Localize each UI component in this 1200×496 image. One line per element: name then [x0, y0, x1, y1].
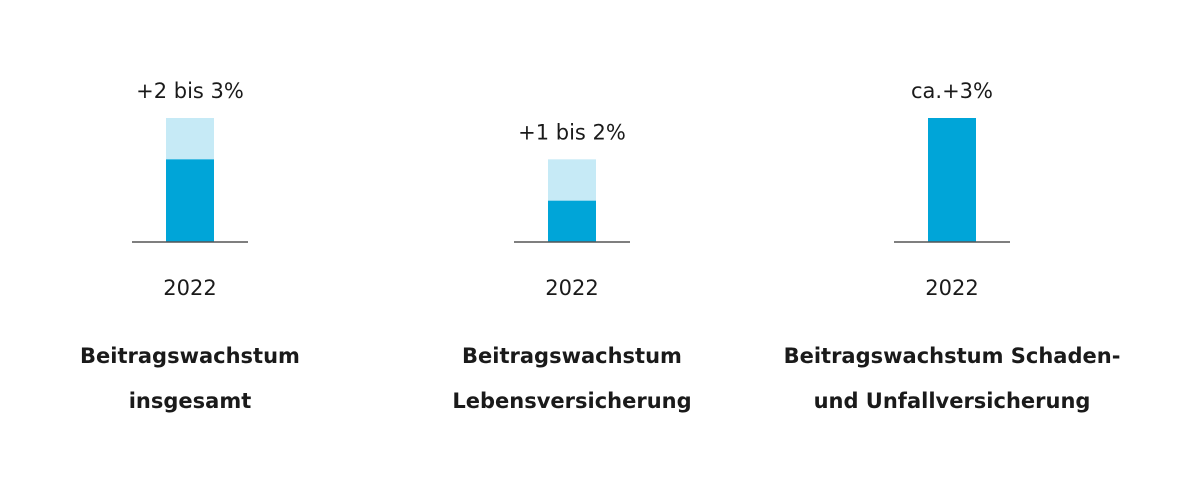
value-label: +1 bis 2%: [518, 120, 626, 144]
value-label: +2 bis 3%: [136, 79, 244, 103]
bar: [166, 159, 214, 242]
chart-title: insgesamt: [129, 389, 252, 413]
value-label: ca.+3%: [911, 79, 993, 103]
bar: [928, 118, 976, 242]
chart-title: Beitragswachstum Schaden-: [784, 344, 1121, 368]
bar: [548, 200, 596, 242]
range-bar: [548, 159, 596, 201]
chart-title: Beitragswachstum: [80, 344, 300, 368]
chart-title: Lebensversicherung: [452, 389, 691, 413]
chart-title: und Unfallversicherung: [814, 389, 1091, 413]
x-tick-label: 2022: [163, 276, 216, 300]
range-bar: [166, 118, 214, 160]
chart-title: Beitragswachstum: [462, 344, 682, 368]
x-tick-label: 2022: [925, 276, 978, 300]
x-tick-label: 2022: [545, 276, 598, 300]
